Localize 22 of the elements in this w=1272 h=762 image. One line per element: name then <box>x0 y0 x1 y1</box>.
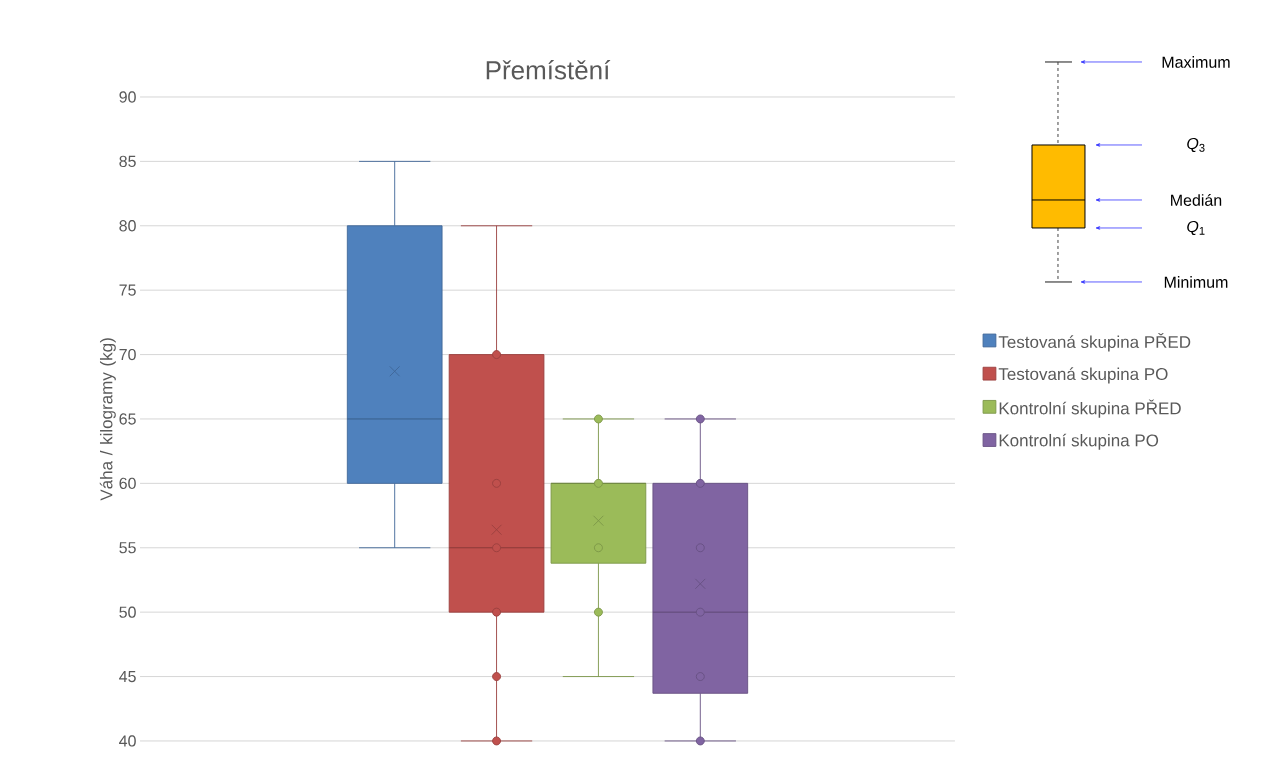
y-tick-label: 45 <box>119 671 136 683</box>
text: Q$_{3}$ <box>1187 137 1205 153</box>
text: Q$_{1}$ <box>1187 220 1205 236</box>
y-tick-label: 55 <box>119 542 136 554</box>
y-tick-label: 40 <box>119 735 136 747</box>
y-tick-label: 75 <box>119 284 136 296</box>
text: Maximum <box>1162 56 1230 68</box>
chart-title: Přemístění <box>486 60 611 80</box>
y-tick-label: 80 <box>119 220 136 232</box>
y-tick-label: 70 <box>119 348 136 361</box>
text: Medián <box>1171 194 1222 206</box>
legend-label: Testovaná skupina PO <box>998 367 1168 384</box>
y-tick-label: 90 <box>119 91 136 103</box>
text: Minimum <box>1164 276 1228 288</box>
legend-label: Kontrolní skupina PŘED <box>999 399 1181 418</box>
y-tick-label: 50 <box>119 606 136 618</box>
y-tick-label: 65 <box>119 413 136 425</box>
legend-label: Kontrolní skupina PO <box>999 433 1159 450</box>
y-tick-label: 85 <box>119 155 136 168</box>
y-tick-label: 60 <box>119 477 136 490</box>
y-axis-title: Váha / kilogramy (kg) <box>99 338 116 501</box>
legend-label: Testovaná skupina PŘED <box>998 333 1191 352</box>
